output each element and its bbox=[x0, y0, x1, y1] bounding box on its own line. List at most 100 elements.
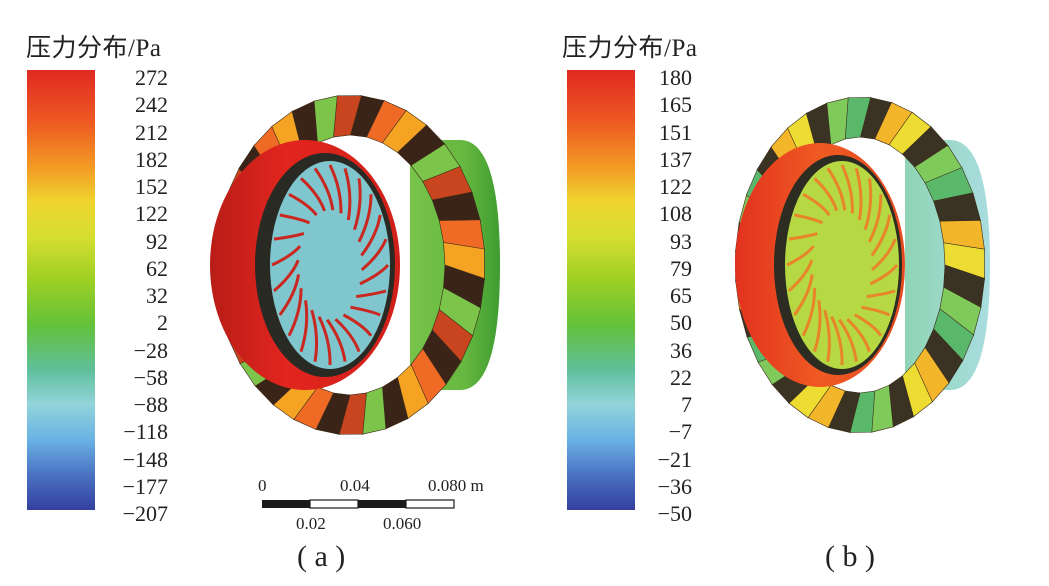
inner-blade bbox=[813, 177, 839, 212]
colorbar-tick-label: 151 bbox=[659, 119, 692, 145]
inner-blade bbox=[854, 167, 863, 221]
colorbar-tick-label: −177 bbox=[122, 473, 168, 499]
inner-blade bbox=[866, 289, 896, 299]
fan-impeller-b bbox=[735, 97, 990, 433]
colorbar-tick-label: 122 bbox=[135, 201, 168, 227]
inner-blade bbox=[273, 231, 305, 241]
inner-blade bbox=[801, 288, 817, 337]
inner-blade bbox=[823, 309, 831, 362]
colorbar-tick-label: −207 bbox=[122, 501, 168, 526]
inner-blade bbox=[273, 259, 300, 293]
inner-blade bbox=[794, 213, 824, 225]
colorbar-tick-label: −58 bbox=[133, 364, 168, 390]
inner-blade bbox=[299, 300, 309, 353]
inner-blade bbox=[313, 167, 335, 211]
caption-a: ( a ) bbox=[297, 540, 346, 573]
colorbar-ticks-b: 180 165 151 137 122 108 93 79 65 50 36 22 7 −7 −21 −36−… bbox=[602, 65, 692, 525]
inner-blade bbox=[871, 238, 897, 271]
inner-blade bbox=[868, 194, 883, 243]
colorbar-tick-label: 2 bbox=[157, 310, 168, 336]
blade bbox=[844, 97, 872, 140]
colorbar-tick-label: 180 bbox=[659, 65, 692, 90]
inner-blade bbox=[787, 259, 814, 293]
inner-blade bbox=[838, 318, 858, 362]
inner-blade bbox=[846, 318, 871, 353]
legend-title-a: 压力分布/Pa bbox=[26, 35, 162, 62]
inner-blade bbox=[310, 309, 319, 362]
colorbar-tick-label: −7 bbox=[668, 419, 692, 445]
colorbar-tick-label: 93 bbox=[670, 228, 692, 254]
inner-blade bbox=[325, 318, 347, 362]
colorbar-tick-label: −21 bbox=[657, 446, 692, 472]
inner-blade bbox=[360, 238, 388, 271]
scale-label-0080: 0.080 m bbox=[428, 476, 484, 495]
fan-impeller-a bbox=[210, 95, 500, 435]
inner-blade bbox=[317, 316, 332, 366]
colorbar-a bbox=[27, 70, 95, 510]
colorbar-tick-label: 122 bbox=[659, 174, 692, 199]
inner-blade bbox=[840, 164, 854, 214]
legend-title-b: 压力分布/Pa bbox=[562, 35, 698, 62]
inner-blade bbox=[786, 245, 815, 267]
inner-blade bbox=[861, 305, 891, 317]
colorbar-tick-label: 22 bbox=[670, 364, 692, 390]
caption-b: ( b ) bbox=[825, 540, 875, 573]
inner-blade bbox=[299, 177, 326, 212]
colorbar-tick-label: 152 bbox=[135, 174, 168, 199]
inner-blade bbox=[793, 274, 814, 316]
colorbar-tick-label: −50 bbox=[657, 501, 692, 526]
colorbar-tick-label: −28 bbox=[133, 337, 168, 363]
inner-blade bbox=[343, 167, 352, 221]
colorbar-tick-label: 137 bbox=[659, 146, 692, 172]
colorbar-tick-label: 182 bbox=[135, 146, 168, 172]
scale-bar: 0 0.04 0.080 m 0.02 0.060 bbox=[248, 472, 508, 542]
colorbar-ticks-a: 272 242 212 182 152 122 92 62 32 2 −28 −58 −88 −118 −1… bbox=[78, 65, 168, 525]
inner-blade bbox=[869, 264, 899, 286]
inner-blade bbox=[328, 164, 343, 214]
colorbar-tick-label: 7 bbox=[681, 392, 692, 417]
colorbar-tick-label: 79 bbox=[670, 255, 692, 281]
inner-blade bbox=[788, 231, 818, 241]
inner-blade bbox=[357, 194, 373, 243]
scale-label-004: 0.04 bbox=[340, 476, 370, 495]
colorbar-tick-label: 165 bbox=[659, 92, 692, 118]
colorbar-tick-label: 212 bbox=[135, 119, 168, 145]
inner-blade bbox=[279, 213, 311, 225]
scale-bar-graphic bbox=[262, 499, 455, 509]
inner-blade bbox=[287, 288, 303, 337]
inner-blade bbox=[334, 318, 361, 353]
inner-blade bbox=[854, 313, 883, 337]
inner-blade bbox=[813, 300, 822, 353]
inner-blade bbox=[359, 263, 390, 286]
inner-blade bbox=[355, 289, 387, 299]
colorbar-tick-label: −88 bbox=[133, 392, 168, 417]
colorbar-tick-label: −148 bbox=[122, 446, 168, 472]
scale-label-0: 0 bbox=[258, 476, 267, 495]
inner-blade bbox=[830, 316, 844, 366]
inner-blade bbox=[353, 178, 362, 231]
colorbar-b bbox=[567, 70, 635, 510]
colorbar-tick-label: −36 bbox=[657, 473, 692, 499]
colorbar-tick-label: 108 bbox=[659, 201, 692, 227]
blade bbox=[333, 95, 362, 138]
colorbar-tick-label: 65 bbox=[670, 283, 692, 308]
colorbar-tick-label: 32 bbox=[146, 283, 168, 308]
inner-blade bbox=[271, 245, 302, 267]
inner-blade bbox=[870, 214, 892, 257]
inner-blade bbox=[802, 192, 831, 217]
colorbar-tick-label: 272 bbox=[135, 65, 168, 90]
colorbar-tick-label: 36 bbox=[670, 337, 692, 363]
scale-label-0060: 0.060 bbox=[383, 514, 422, 533]
colorbar-tick-label: 50 bbox=[670, 310, 692, 336]
inner-blade bbox=[288, 192, 318, 217]
inner-blade bbox=[350, 305, 381, 317]
colorbar-tick-label: 92 bbox=[146, 228, 168, 254]
colorbar-tick-label: 62 bbox=[146, 255, 168, 281]
inner-blade bbox=[826, 167, 847, 211]
inner-blade bbox=[342, 313, 373, 337]
colorbar-tick-label: −118 bbox=[123, 419, 168, 445]
scale-label-002: 0.02 bbox=[296, 514, 326, 533]
colorbar-tick-label: 242 bbox=[135, 92, 168, 118]
inner-blade bbox=[863, 178, 873, 231]
inner-blade bbox=[360, 214, 382, 257]
